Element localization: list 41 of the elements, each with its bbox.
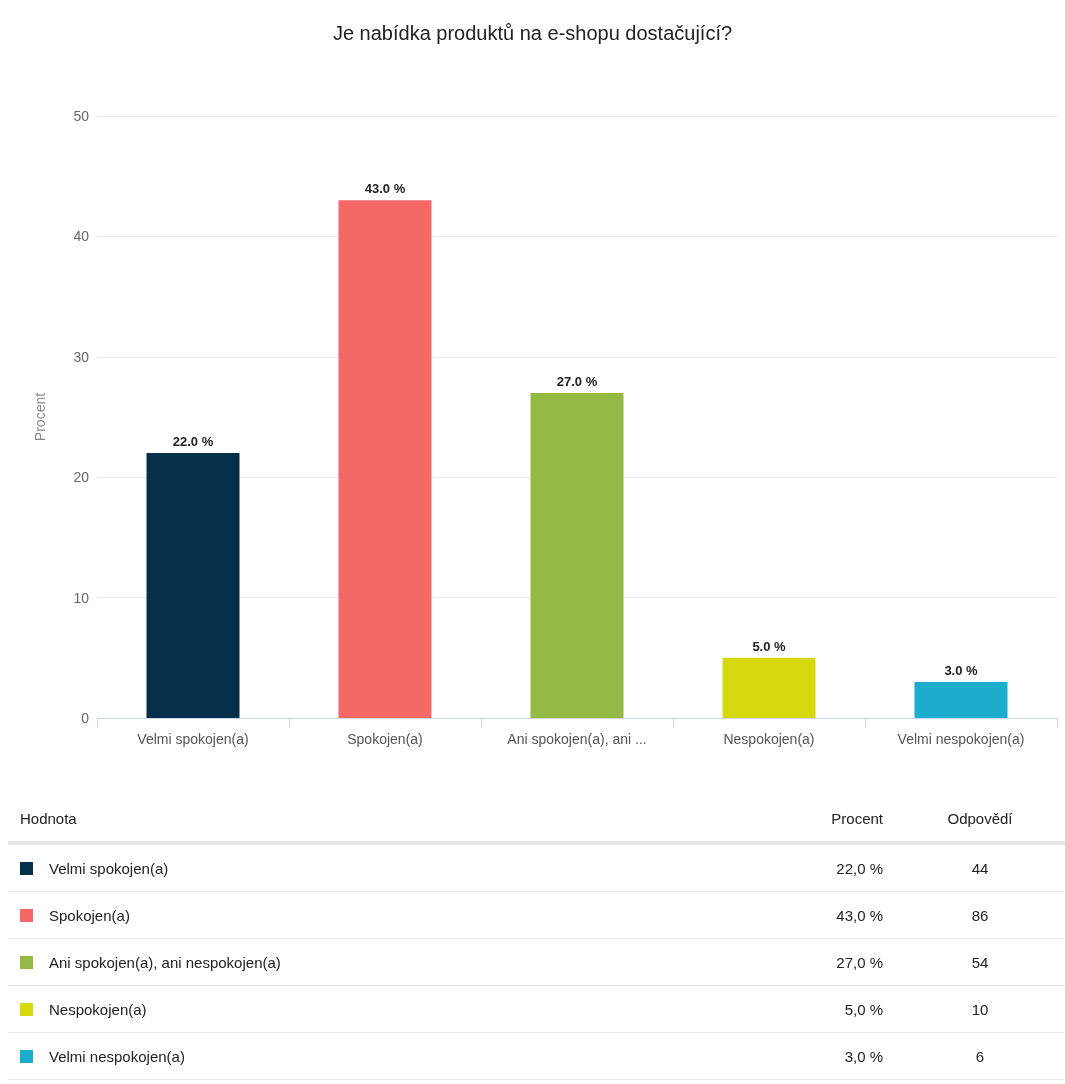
category-label: Spokojen(a) — [8, 891, 791, 939]
x-tick-label: Spokojen(a) — [347, 731, 423, 747]
data-label: 43.0 % — [364, 181, 406, 197]
text: Procent — [791, 810, 883, 843]
x-tick-label: Ani spokojen(a), ani ... — [507, 731, 647, 747]
data-label: 3.0 % — [944, 662, 979, 678]
data-label: 86 — [883, 891, 1065, 939]
category-label: Nespokojen(a) — [8, 985, 791, 1033]
category-label: Velmi nespokojen(a) — [8, 1032, 791, 1080]
data-label: 5.0 % — [752, 638, 787, 654]
chart-title: Je nabídka produktů na e-shopu dostačující? — [332, 22, 733, 44]
data-label: 44 — [883, 843, 1065, 892]
data-label: 22.0 % — [172, 434, 214, 450]
y-tick-label: 0 — [81, 710, 90, 726]
data-label: 6 — [883, 1032, 1065, 1080]
data-label: 27,0 % — [791, 938, 883, 986]
text: Hodnota — [8, 810, 791, 843]
category-label: Velmi spokojen(a) — [8, 843, 791, 892]
bar — [722, 657, 816, 718]
x-tick-label: Velmi nespokojen(a) — [897, 731, 1025, 747]
y-axis-title: Procent — [32, 392, 48, 442]
data-label: 5,0 % — [791, 985, 883, 1033]
x-tick-label: Velmi spokojen(a) — [137, 731, 249, 747]
data-label: 3,0 % — [791, 1032, 883, 1080]
y-tick-label: 30 — [73, 348, 90, 365]
data-label: 10 — [883, 985, 1065, 1033]
data-label: 43,0 % — [791, 891, 883, 939]
text: Odpovědí — [883, 810, 1065, 843]
x-tick-label: Nespokojen(a) — [723, 731, 815, 747]
bar — [146, 453, 240, 718]
data-label: 54 — [883, 938, 1065, 986]
data-label: 22,0 % — [791, 843, 883, 892]
y-tick-label: 20 — [73, 469, 90, 486]
bar — [338, 200, 432, 718]
data-label: 27.0 % — [556, 373, 598, 389]
y-tick-label: 50 — [73, 108, 90, 124]
y-tick-label: 40 — [73, 228, 90, 245]
category-label: Ani spokojen(a), ani nespokojen(a) — [8, 938, 791, 986]
y-tick-label: 10 — [73, 589, 90, 606]
bar — [530, 392, 624, 718]
bar — [914, 681, 1008, 718]
